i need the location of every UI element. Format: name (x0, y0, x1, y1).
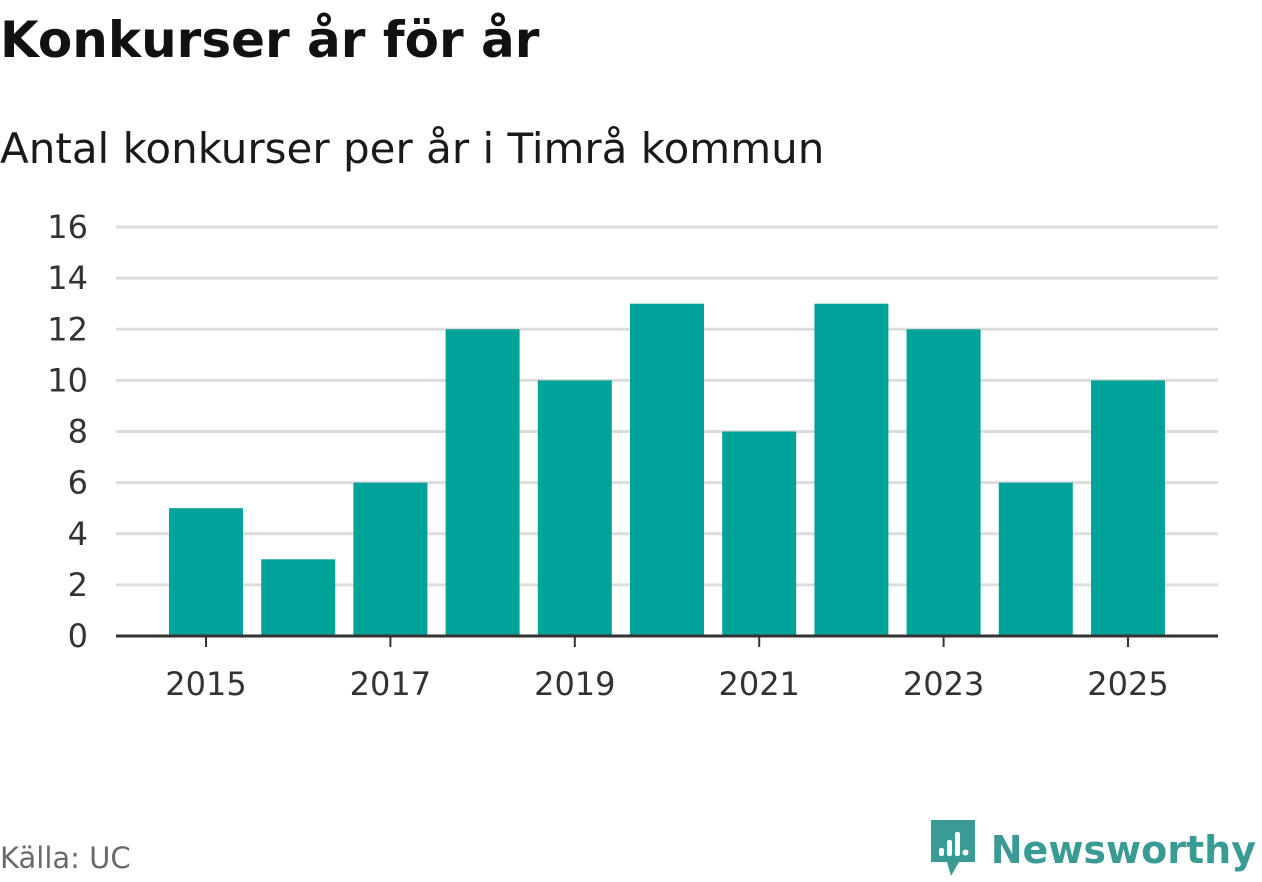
y-tick-label: 12 (47, 310, 88, 348)
x-tick-label: 2023 (903, 665, 984, 703)
brand-name: Newsworthy (990, 828, 1256, 872)
bar-2022 (814, 303, 889, 636)
bar-2018 (445, 329, 520, 636)
chart-title: Konkurser år för år (0, 11, 540, 69)
chart-subtitle: Antal konkurser per år i Timrå kommun (0, 124, 825, 173)
bar-2024 (998, 482, 1073, 636)
x-tick-label: 2019 (534, 665, 615, 703)
bar-2016 (261, 559, 336, 636)
y-tick-label: 16 (47, 208, 88, 246)
bar-2017 (353, 482, 428, 636)
y-tick-label: 6 (68, 464, 88, 502)
brand-logo[interactable]: Newsworthy (929, 818, 1256, 882)
source-note: Källa: UC (0, 841, 131, 875)
bar-chart: 0 2 4 6 8 10 12 14 16 2015 2017 2019 2021 2023 2025 (47, 208, 1218, 703)
x-tick-label: 2015 (165, 665, 246, 703)
x-tick-label: 2017 (350, 665, 431, 703)
bars (169, 303, 1165, 636)
y-tick-label: 4 (68, 515, 88, 553)
y-tick-label: 10 (47, 361, 88, 399)
y-axis-ticks: 0 2 4 6 8 10 12 14 16 (47, 208, 88, 655)
y-tick-label: 14 (47, 259, 88, 297)
y-tick-label: 8 (68, 413, 88, 451)
bar-2019 (537, 380, 612, 636)
bar-2021 (722, 431, 797, 636)
x-tick-label: 2021 (718, 665, 799, 703)
newsworthy-logo-icon (929, 818, 977, 882)
bar-2015 (169, 508, 243, 636)
y-tick-label: 0 (68, 617, 88, 655)
bar-2023 (906, 329, 981, 636)
y-tick-label: 2 (68, 566, 88, 604)
bar-2025 (1091, 380, 1165, 636)
x-tick-label: 2025 (1087, 665, 1168, 703)
x-axis-ticks: 2015 2017 2019 2021 2023 2025 (165, 636, 1169, 703)
bar-2020 (630, 303, 704, 636)
